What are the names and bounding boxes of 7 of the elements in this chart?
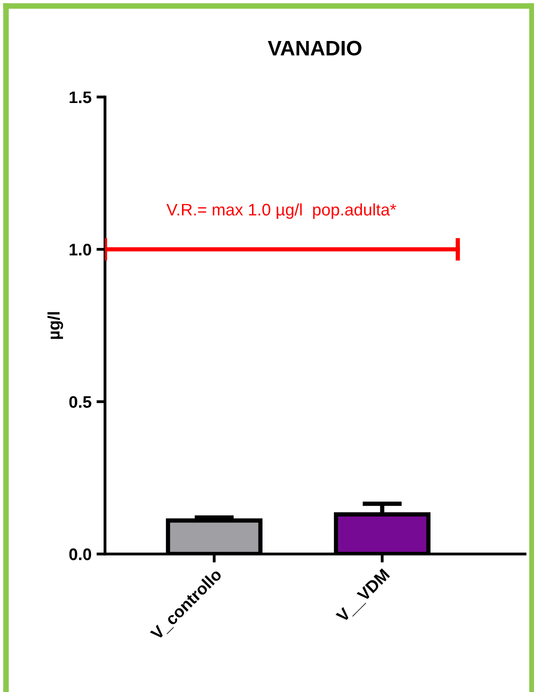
y-tick-label: 1.0: [70, 244, 92, 256]
y-tick-label: 0.0: [69, 548, 92, 560]
chart-title: VANADIO: [268, 40, 362, 56]
ref-line-label: V.R.= max 1.0 µg/l pop.adulta*: [166, 203, 396, 219]
y-tick-label: 0.5: [69, 396, 92, 408]
y-axis-title: µg/l: [47, 312, 64, 339]
y-tick-label: 1.5: [70, 92, 92, 104]
